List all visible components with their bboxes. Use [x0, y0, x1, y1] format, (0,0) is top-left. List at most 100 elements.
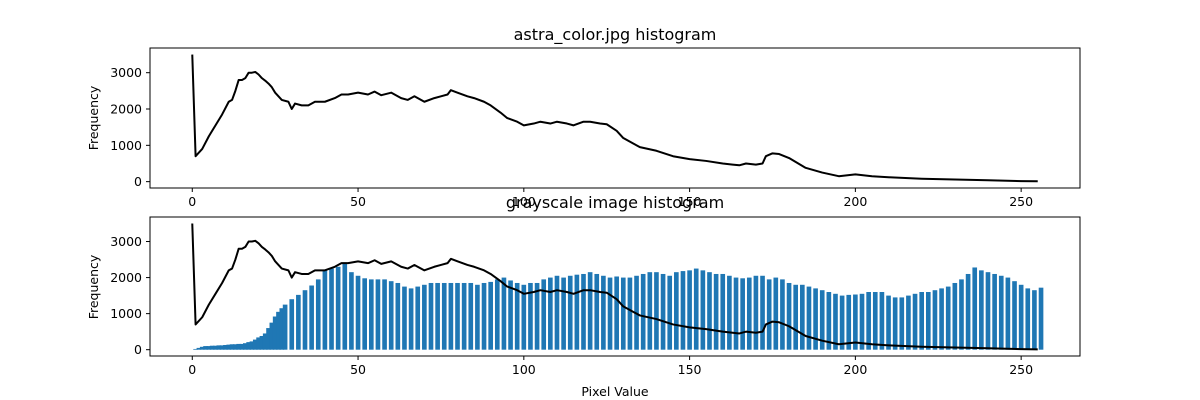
- histogram-bar: [740, 278, 745, 350]
- histogram-bar: [296, 294, 301, 350]
- histogram-bar: [786, 282, 792, 350]
- histogram-bar: [760, 275, 765, 350]
- histogram-bar: [213, 345, 218, 350]
- histogram-bar: [959, 279, 964, 350]
- histogram-bar: [879, 292, 885, 350]
- histogram-bar: [720, 273, 726, 350]
- y-tick-label: 0: [134, 342, 142, 357]
- histogram-bar: [607, 277, 613, 350]
- histogram-bar: [246, 342, 251, 350]
- histogram-bar: [226, 344, 232, 350]
- histogram-bar: [302, 290, 308, 350]
- histogram-bar: [256, 337, 261, 350]
- subplot-bottom-x-ticks: 0 50 100 150 200 250: [188, 356, 1033, 377]
- histogram-bar: [233, 344, 238, 350]
- subplot-bottom-frame: [149, 216, 1081, 357]
- histogram-bar: [368, 279, 374, 350]
- subplot-top-frame: [149, 47, 1081, 189]
- histogram-bar: [932, 290, 938, 350]
- histogram-bar: [707, 272, 712, 350]
- histogram-bar: [826, 292, 832, 350]
- histogram-bar: [422, 284, 427, 350]
- subplot-bottom-series-line: [191, 223, 1038, 351]
- subplot-top-title: astra_color.jpg histogram: [514, 25, 717, 45]
- histogram-bar: [229, 344, 235, 350]
- x-tick-label: 150: [678, 362, 702, 377]
- x-tick-label: 100: [512, 362, 536, 377]
- histogram-bar: [259, 335, 265, 350]
- histogram-bar: [601, 275, 606, 350]
- x-tick-label: 50: [350, 194, 366, 209]
- y-tick-label: 1000: [110, 138, 142, 153]
- histogram-bar: [468, 282, 474, 350]
- histogram-bar: [236, 343, 242, 350]
- histogram-bar: [461, 282, 467, 350]
- histogram-bar: [925, 292, 931, 350]
- histogram-bar: [269, 322, 275, 350]
- histogram-bar: [209, 345, 215, 350]
- subplot-bottom-bars: [193, 263, 1044, 350]
- histogram-bar: [415, 286, 421, 350]
- histogram-bar: [548, 277, 553, 350]
- histogram-bar: [335, 266, 341, 350]
- histogram-bar: [196, 347, 202, 350]
- histogram-bar: [872, 292, 878, 350]
- histogram-bar: [594, 273, 600, 350]
- histogram-bar: [289, 299, 295, 350]
- histogram-bar: [773, 277, 779, 350]
- histogram-bar: [528, 282, 533, 350]
- histogram-bar: [680, 271, 686, 350]
- histogram-bar: [819, 290, 825, 350]
- histogram-bar: [199, 346, 205, 350]
- histogram-bar: [859, 293, 865, 350]
- histogram-bar: [945, 286, 951, 350]
- histogram-bar: [262, 333, 268, 350]
- histogram-bar: [448, 282, 454, 350]
- histogram-bar: [952, 282, 958, 350]
- histogram-bar: [279, 308, 285, 350]
- histogram-bar: [899, 297, 905, 350]
- subplot-top-x-ticks: 0 50 100 150 200 250: [188, 188, 1033, 209]
- histogram-bar: [627, 277, 633, 350]
- histogram-bar: [541, 279, 547, 350]
- histogram-bar: [243, 343, 248, 350]
- histogram-bar: [206, 346, 212, 350]
- histogram-bar: [700, 270, 706, 350]
- histogram-bar: [554, 275, 560, 350]
- histogram-bar: [488, 281, 493, 350]
- histogram-bar: [216, 345, 222, 350]
- histogram-bar: [574, 274, 580, 350]
- histogram-bar: [521, 284, 527, 350]
- histogram-bar: [561, 277, 566, 350]
- histogram-bar: [614, 276, 619, 350]
- histogram-bar: [753, 275, 759, 350]
- x-tick-label: 0: [188, 362, 196, 377]
- histogram-bar: [508, 280, 513, 350]
- histogram-bar: [435, 282, 440, 350]
- histogram-bar: [674, 272, 679, 350]
- histogram-bar: [833, 293, 838, 350]
- histogram-bar: [342, 263, 348, 350]
- histogram-bar: [475, 284, 480, 350]
- histogram-bar: [660, 273, 666, 350]
- histogram-bar: [494, 279, 500, 350]
- histogram-bar: [839, 295, 845, 350]
- histogram-bar: [1018, 284, 1024, 350]
- histogram-bar: [266, 328, 271, 350]
- histogram-bar: [441, 282, 447, 350]
- histogram-bar: [992, 273, 997, 350]
- x-tick-label: 100: [512, 194, 536, 209]
- histogram-bar: [203, 346, 208, 350]
- histogram-bar: [322, 270, 328, 350]
- histogram-bar: [428, 282, 434, 350]
- histogram-bar: [713, 273, 719, 350]
- histogram-bar: [939, 288, 944, 350]
- histogram-bar: [979, 270, 984, 350]
- histogram-bar: [329, 268, 334, 350]
- subplot-bottom-y-ticks: 0 1000 2000 3000: [110, 234, 150, 357]
- x-tick-label: 50: [350, 362, 366, 377]
- x-tick-label: 250: [1009, 194, 1033, 209]
- histogram-bar: [912, 293, 918, 350]
- histogram-bar: [249, 341, 255, 350]
